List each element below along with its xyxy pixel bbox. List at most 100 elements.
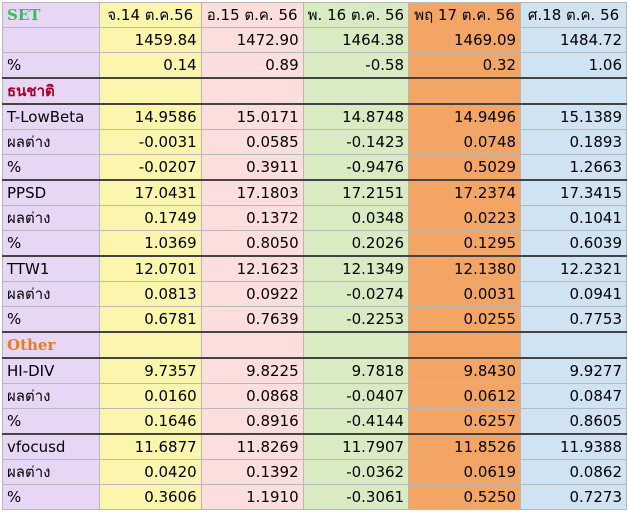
fund-diff-row: ผลต่าง 0.0813 0.0922 -0.0274 0.0031 0.0941 [2,281,627,307]
table-cell: 0.6257 [408,408,522,435]
table-cell: 0.8050 [200,230,304,257]
section-label: ธนชาติ [2,77,100,105]
table-cell: 0.3606 [98,484,202,510]
table-cell: -0.0207 [98,154,202,181]
row-label [2,27,100,53]
section-label: Other [2,331,100,359]
table-cell: 1469.09 [408,27,522,53]
table-cell: 0.0223 [408,205,522,231]
table-cell: -0.58 [302,52,410,79]
fund-pct-row: % 0.1646 0.8916 -0.4144 0.6257 0.8605 [2,408,627,435]
table-cell: 9.8225 [200,357,304,384]
table-cell: 0.0031 [408,281,522,307]
table-cell: 0.5029 [408,154,522,181]
row-label: ผลต่าง [2,281,100,307]
table-cell: 0.89 [200,52,304,79]
table-cell: 0.7639 [200,306,304,333]
table-cell: 0.1893 [520,129,627,155]
row-label: HI-DIV [2,357,100,384]
fund-nav-row: PPSD 17.0431 17.1803 17.2151 17.2374 17.3415 [2,179,627,206]
table-cell: 0.0922 [200,281,304,307]
set-index-row: 1459.84 1472.90 1464.38 1469.09 1484.72 [2,27,627,53]
fund-pct-row: % 0.6781 0.7639 -0.2253 0.0255 0.7753 [2,306,627,333]
table-cell: 11.6877 [98,433,202,460]
table-cell: 17.3415 [520,179,627,206]
row-label: % [2,484,100,510]
table-cell: 1464.38 [302,27,410,53]
header-row: SET จ.14 ต.ค.56 อ.15 ต.ค. 56 พ. 16 ต.ค. … [2,2,627,28]
table-cell: 0.6781 [98,306,202,333]
date-header: ศ.18 ต.ค. 56 [520,2,627,28]
table-cell: 0.32 [408,52,522,79]
row-label: % [2,154,100,181]
table-cell: 1.06 [520,52,627,79]
table-cell: 0.1749 [98,205,202,231]
table-cell: 0.8605 [520,408,627,435]
section-row-other: Other [2,331,627,359]
table-cell: 0.1646 [98,408,202,435]
table-cell: 0.1295 [408,230,522,257]
table-cell: 11.7907 [302,433,410,460]
fund-pct-row: % 1.0369 0.8050 0.2026 0.1295 0.6039 [2,230,627,257]
date-header: อ.15 ต.ค. 56 [200,2,304,28]
table-cell: 0.0941 [520,281,627,307]
table-cell: 0.0813 [98,281,202,307]
table-cell: 1.0369 [98,230,202,257]
table-cell: 0.1392 [200,459,304,485]
row-label: % [2,230,100,257]
table-cell: 0.0847 [520,383,627,409]
fund-nav-row: vfocusd 11.6877 11.8269 11.7907 11.8526 11.93… [2,433,627,460]
date-header: พฤ 17 ต.ค. 56 [408,2,522,28]
row-label: ผลต่าง [2,205,100,231]
table-cell: -0.0031 [98,129,202,155]
table-cell: 0.0348 [302,205,410,231]
table-cell: 1459.84 [98,27,202,53]
fund-diff-row: ผลต่าง 0.0420 0.1392 -0.0362 0.0619 0.0862 [2,459,627,485]
table-cell: 14.9496 [408,103,522,130]
table-cell: 1.1910 [200,484,304,510]
fund-nav-row: TTW1 12.0701 12.1623 12.1349 12.1380 12.2321 [2,255,627,282]
table-cell: 11.8269 [200,433,304,460]
table-cell: 9.8430 [408,357,522,384]
date-header: พ. 16 ต.ค. 56 [302,2,410,28]
table-cell: 0.7753 [520,306,627,333]
date-header: จ.14 ต.ค.56 [98,2,202,28]
row-label: vfocusd [2,433,100,460]
fund-pct-row: % 0.3606 1.1910 -0.3061 0.5250 0.7273 [2,484,627,510]
row-label: % [2,408,100,435]
table-cell: -0.1423 [302,129,410,155]
table-cell: 0.5250 [408,484,522,510]
table-cell: 9.7818 [302,357,410,384]
set-pct-row: % 0.14 0.89 -0.58 0.32 1.06 [2,52,627,79]
fund-diff-row: ผลต่าง 0.0160 0.0868 -0.0407 0.0612 0.0847 [2,383,627,409]
table-cell: 0.0748 [408,129,522,155]
table-cell: 0.7273 [520,484,627,510]
table-cell: 1.2663 [520,154,627,181]
fund-group-other: HI-DIV 9.7357 9.8225 9.7818 9.8430 9.9277 ผลต่… [2,357,627,510]
table-cell: 14.9586 [98,103,202,130]
table-cell: 12.2321 [520,255,627,282]
table-cell: 17.1803 [200,179,304,206]
table-cell: 9.9277 [520,357,627,384]
table-cell: 0.0255 [408,306,522,333]
table-cell: -0.2253 [302,306,410,333]
table-cell: 0.3911 [200,154,304,181]
fund-pct-row: % -0.0207 0.3911 -0.9476 0.5029 1.2663 [2,154,627,181]
table-cell: 14.8748 [302,103,410,130]
set-label: SET [2,2,100,28]
table-cell: 0.2026 [302,230,410,257]
table-cell: 0.1041 [520,205,627,231]
table-cell: 12.1349 [302,255,410,282]
row-label: T-LowBeta [2,103,100,130]
row-label: ผลต่าง [2,383,100,409]
table-cell: -0.0274 [302,281,410,307]
table-cell: 0.6039 [520,230,627,257]
table-cell: 9.7357 [98,357,202,384]
table-cell: 0.1372 [200,205,304,231]
table-cell: 1472.90 [200,27,304,53]
fund-nav-row: HI-DIV 9.7357 9.8225 9.7818 9.8430 9.9277 [2,357,627,384]
table-cell: 0.14 [98,52,202,79]
table-cell: 11.9388 [520,433,627,460]
table-cell: 0.0619 [408,459,522,485]
fund-nav-row: T-LowBeta 14.9586 15.0171 14.8748 14.9496 15.… [2,103,627,130]
